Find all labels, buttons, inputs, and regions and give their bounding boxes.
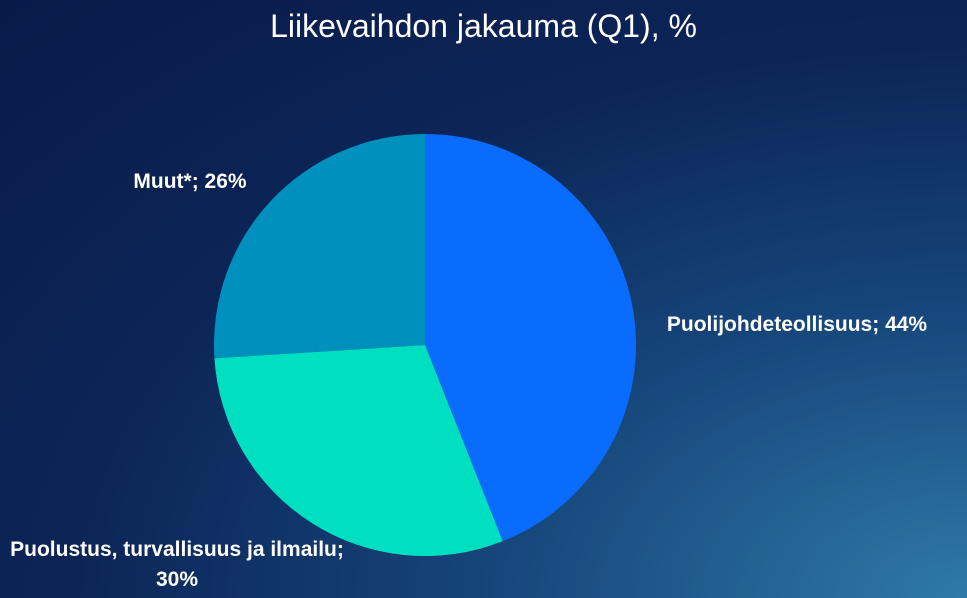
data-label: Puolustus, turvallisuus ja ilmailu; 30% [10, 538, 344, 591]
pie-slice [425, 134, 637, 542]
chart-title: Liikevaihdon jakauma (Q1), % [270, 8, 697, 44]
data-label: Puolijohdeteollisuus; 44% [666, 313, 928, 336]
pie-slice [214, 134, 425, 359]
pie-slice [214, 345, 503, 556]
data-label: Muut*; 26% [133, 170, 247, 193]
